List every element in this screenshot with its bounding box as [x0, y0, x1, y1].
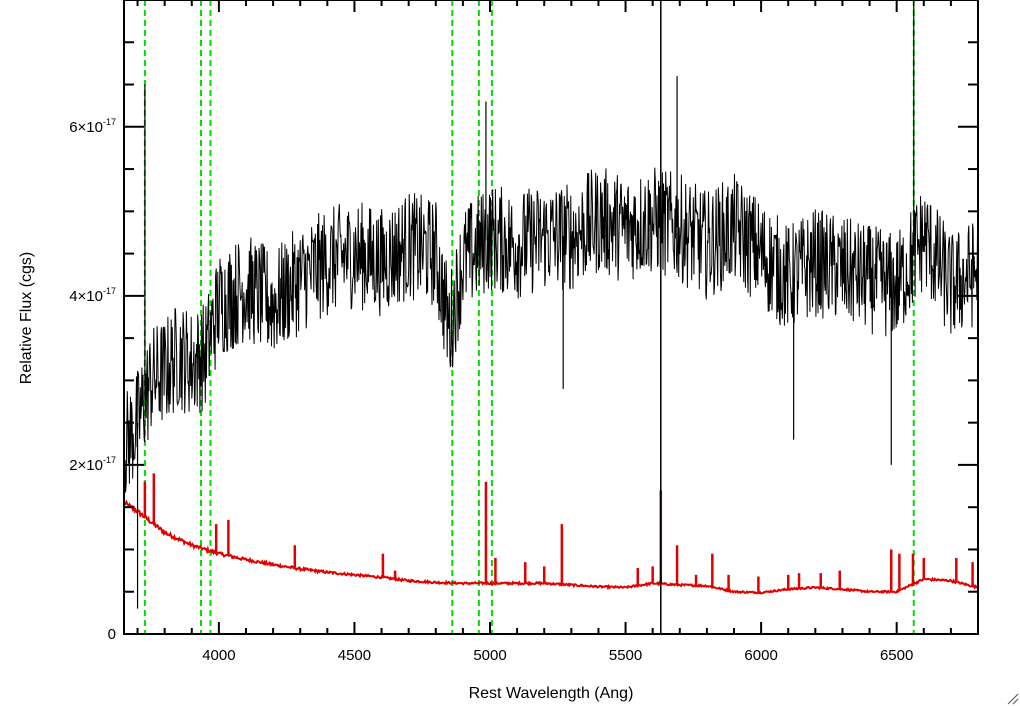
- x-axis-ticks: 4000 4500 5000 5500 6000 6500: [136, 0, 979, 664]
- plot-frame: [123, 0, 979, 635]
- x-tick-label: 4000: [202, 647, 235, 664]
- x-tick-label: 6000: [744, 647, 777, 664]
- observed-spectrum-line: [123, 167, 979, 493]
- x-tick-label: 6500: [880, 647, 913, 664]
- model-spectrum: [123, 473, 979, 595]
- y-tick-mantissa: 4×10: [69, 288, 103, 305]
- y-tick-mantissa: 6×10: [69, 119, 103, 136]
- y-tick-mantissa: 2×10: [69, 457, 103, 474]
- y-tick-label: 2×10-17: [69, 455, 116, 474]
- resize-grip-icon[interactable]: [1007, 693, 1019, 705]
- x-tick-label: 5000: [473, 647, 506, 664]
- y-tick-label: 4×10-17: [69, 286, 116, 305]
- x-tick-label: 4500: [338, 647, 371, 664]
- y-tick-exponent: -17: [103, 455, 116, 465]
- y-tick-mantissa: 0: [108, 626, 116, 643]
- x-tick-label: 5500: [609, 647, 642, 664]
- y-tick-exponent: -17: [103, 117, 116, 127]
- y-tick-exponent: -17: [103, 286, 116, 296]
- model-continuum-line: [123, 499, 979, 595]
- y-axis-ticks: 02×10-174×10-176×10-17: [69, 0, 978, 643]
- y-tick-label: 6×10-17: [69, 117, 116, 136]
- x-axis-title: Rest Wavelength (Ang): [469, 685, 634, 702]
- y-axis-title: Relative Flux (cgs): [18, 252, 35, 384]
- y-tick-label: 0: [108, 626, 116, 643]
